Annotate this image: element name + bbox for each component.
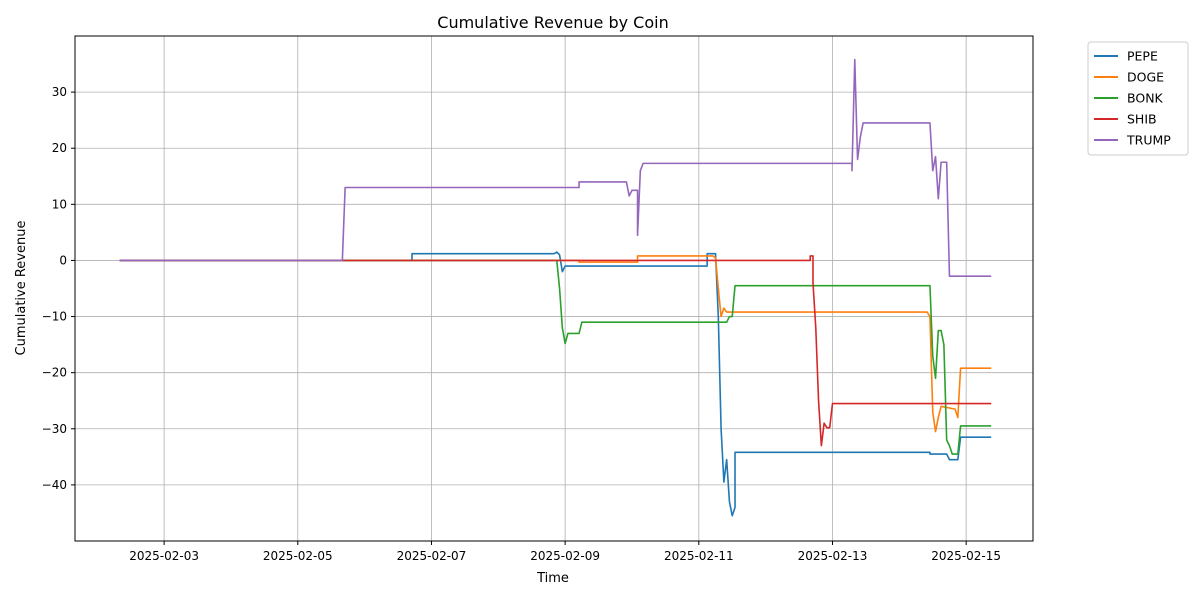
x-tick-label: 2025-02-07	[397, 549, 467, 563]
plot-area-frame	[74, 35, 1034, 542]
x-tick-label: 2025-02-11	[664, 549, 734, 563]
y-tick-label: 20	[52, 141, 67, 155]
x-axis-label: Time	[536, 571, 569, 586]
legend-label-trump: TRUMP	[1126, 133, 1171, 148]
x-tick-label: 2025-02-15	[931, 549, 1001, 563]
x-axis-ticks: 2025-02-03 2025-02-05 2025-02-07 2025-02-09…	[129, 541, 1001, 563]
y-tick-label: −20	[42, 366, 67, 380]
y-tick-label: 30	[52, 85, 67, 99]
legend-box	[1087, 41, 1189, 156]
legend-label-pepe: PEPE	[1127, 49, 1158, 64]
x-tick-label: 2025-02-09	[530, 549, 600, 563]
chart-title: Cumulative Revenue by Coin	[437, 13, 668, 32]
y-tick-label: 0	[59, 253, 67, 267]
legend-label-bonk: BONK	[1127, 91, 1164, 106]
y-axis-ticks: −40 −30 −20 −10 0 10 20 30	[42, 85, 75, 492]
x-tick-label: 2025-02-13	[798, 549, 868, 563]
y-tick-label: 10	[52, 197, 67, 211]
x-tick-label: 2025-02-05	[263, 549, 333, 563]
series-line-doge	[119, 255, 992, 433]
legend: PEPE DOGE BONK SHIB TRUMP	[1087, 41, 1189, 156]
series-lines	[119, 58, 992, 517]
legend-label-doge: DOGE	[1127, 70, 1164, 85]
series-line-bonk	[119, 259, 992, 455]
series-line-pepe	[119, 251, 992, 517]
y-tick-label: −10	[42, 310, 67, 324]
legend-label-shib: SHIB	[1127, 112, 1157, 127]
series-line-trump	[119, 58, 992, 277]
y-axis-label: Cumulative Revenue	[14, 221, 29, 356]
grid	[75, 36, 1033, 541]
series-line-shib	[119, 255, 992, 447]
x-tick-label: 2025-02-03	[129, 549, 199, 563]
y-tick-label: −40	[42, 478, 67, 492]
y-tick-label: −30	[42, 422, 67, 436]
